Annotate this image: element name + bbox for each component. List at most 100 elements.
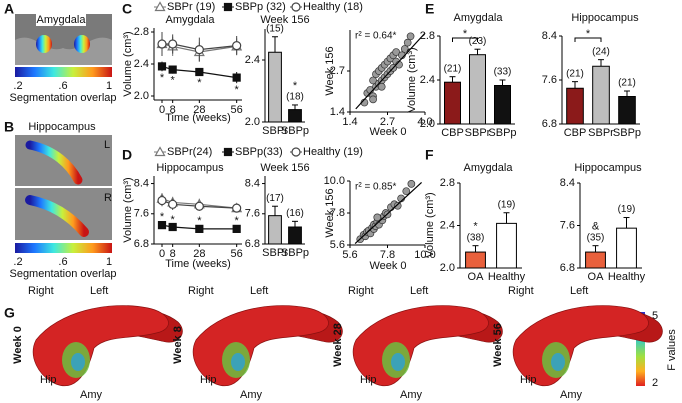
y-axis-label: Volume (cm³) bbox=[122, 31, 134, 96]
y-axis-label: Volume (cm³) bbox=[424, 192, 436, 257]
x-tick-label: 8 bbox=[170, 248, 176, 260]
bar bbox=[288, 226, 302, 245]
panel-label: C bbox=[122, 1, 132, 17]
x-tick-label: SBPr bbox=[588, 127, 614, 139]
side-label: Right bbox=[188, 285, 214, 297]
marker bbox=[195, 224, 204, 233]
legend-label: Healthy (18) bbox=[303, 1, 363, 13]
region-label: Amy bbox=[400, 389, 423, 401]
point bbox=[373, 213, 382, 222]
y-tick-label: 6.8 bbox=[542, 118, 557, 130]
region-label: Amy bbox=[560, 389, 583, 401]
x-tick-label: 10.0 bbox=[414, 249, 435, 261]
x-tick-label: SBPr bbox=[262, 125, 288, 137]
side-label: L bbox=[104, 139, 110, 151]
marker bbox=[168, 65, 177, 74]
region-label: Hip bbox=[40, 374, 57, 386]
point bbox=[400, 45, 409, 53]
point bbox=[393, 201, 402, 210]
chart-title: Hippocampus bbox=[574, 162, 642, 174]
point bbox=[406, 32, 415, 41]
significance: * bbox=[160, 72, 165, 84]
y-tick-label: 2.7 bbox=[330, 65, 345, 77]
legend-label: SBPr(24) bbox=[167, 146, 212, 158]
x-tick-label: OA bbox=[468, 271, 485, 283]
marker bbox=[232, 203, 242, 213]
x-axis-label: Time (weeks) bbox=[165, 258, 231, 270]
side-label: Left bbox=[570, 285, 588, 297]
week-label: Week 0 bbox=[12, 326, 24, 364]
side-label: Left bbox=[410, 285, 428, 297]
colorbar-tick: .6 bbox=[58, 256, 67, 268]
bar bbox=[469, 54, 486, 125]
point bbox=[403, 38, 412, 47]
significance: * bbox=[171, 214, 176, 226]
marker bbox=[232, 73, 241, 82]
y-tick-label: 2.0 bbox=[245, 116, 260, 128]
region-label: Amy bbox=[80, 389, 103, 401]
annotation: r² = 0.85* bbox=[355, 182, 397, 193]
panel-b-image: Hippocampus L R .2 .6 1 Segmentation ove… bbox=[9, 121, 116, 280]
chart-title: Amygdala bbox=[464, 162, 514, 174]
y-tick-label: 2.0 bbox=[440, 262, 455, 274]
panel-label: D bbox=[122, 147, 132, 163]
panel-label: G bbox=[4, 305, 15, 321]
y-tick-label: 2.4 bbox=[245, 54, 260, 66]
marker bbox=[232, 224, 241, 233]
panel-label: F bbox=[425, 147, 434, 163]
panel-g-colorbar: 5 2 F values bbox=[636, 310, 678, 389]
panel-label: A bbox=[4, 1, 14, 17]
series-line bbox=[161, 224, 237, 230]
y-tick-label: 5.6 bbox=[330, 239, 345, 251]
y-tick-label: 7.6 bbox=[560, 219, 575, 231]
x-tick-label: SBPp bbox=[281, 125, 309, 137]
annotation: r² = 0.64* bbox=[355, 31, 397, 42]
fit-line bbox=[354, 182, 422, 244]
y-tick-label: 8.4 bbox=[245, 177, 260, 189]
chart-title: Amygdala bbox=[454, 12, 504, 24]
side-label: R bbox=[104, 192, 112, 204]
x-tick-label: Healthy bbox=[488, 271, 526, 283]
x-tick-label: SBPr bbox=[262, 247, 288, 259]
legend-label: SBPp(33) bbox=[235, 146, 283, 158]
significance: * bbox=[235, 215, 240, 227]
image-title: Amygdala bbox=[37, 14, 87, 26]
colorbar-label: Segmentation overlap bbox=[9, 92, 116, 104]
colorbar-label: Segmentation overlap bbox=[9, 268, 116, 280]
x-tick-label: 56 bbox=[231, 248, 243, 260]
y-tick-label: 7.6 bbox=[134, 208, 149, 220]
chart-title: Week 156 bbox=[260, 162, 309, 174]
x-tick-label: CBP bbox=[441, 127, 464, 139]
y-axis-label: Volume (cm³) bbox=[406, 47, 418, 112]
chart-title: Hippocampus bbox=[156, 162, 224, 174]
n-label: (21) bbox=[618, 78, 636, 89]
y-tick-label: 2.4 bbox=[440, 219, 455, 231]
x-axis-label: Week 0 bbox=[369, 126, 406, 138]
x-tick-label: CBP bbox=[564, 127, 587, 139]
marker bbox=[157, 39, 167, 49]
point bbox=[392, 48, 401, 56]
bar bbox=[465, 251, 486, 269]
y-tick-label: 2.8 bbox=[440, 177, 455, 189]
colorbar-tick: .2 bbox=[13, 256, 22, 268]
x-tick-label: SBPp bbox=[281, 247, 309, 259]
n-label: (18) bbox=[286, 92, 304, 103]
legend-marker bbox=[223, 2, 233, 12]
n-label: (15) bbox=[266, 23, 284, 34]
colorbar-tick: .2 bbox=[13, 80, 22, 92]
panel-label: E bbox=[425, 1, 434, 17]
side-label: Left bbox=[90, 285, 108, 297]
y-axis-label: Week 156 bbox=[324, 188, 336, 237]
x-tick-label: 4.0 bbox=[417, 116, 432, 128]
y-tick-label: 7.6 bbox=[542, 74, 557, 86]
marker bbox=[232, 40, 242, 51]
bracket bbox=[452, 37, 478, 42]
n-label: (19) bbox=[618, 204, 636, 215]
y-tick-label: 6.8 bbox=[560, 262, 575, 274]
bar bbox=[592, 65, 610, 125]
bar bbox=[618, 96, 636, 125]
n-label: (21) bbox=[444, 63, 462, 74]
significance: * bbox=[473, 221, 478, 233]
point bbox=[407, 180, 416, 188]
series-line bbox=[161, 199, 237, 209]
